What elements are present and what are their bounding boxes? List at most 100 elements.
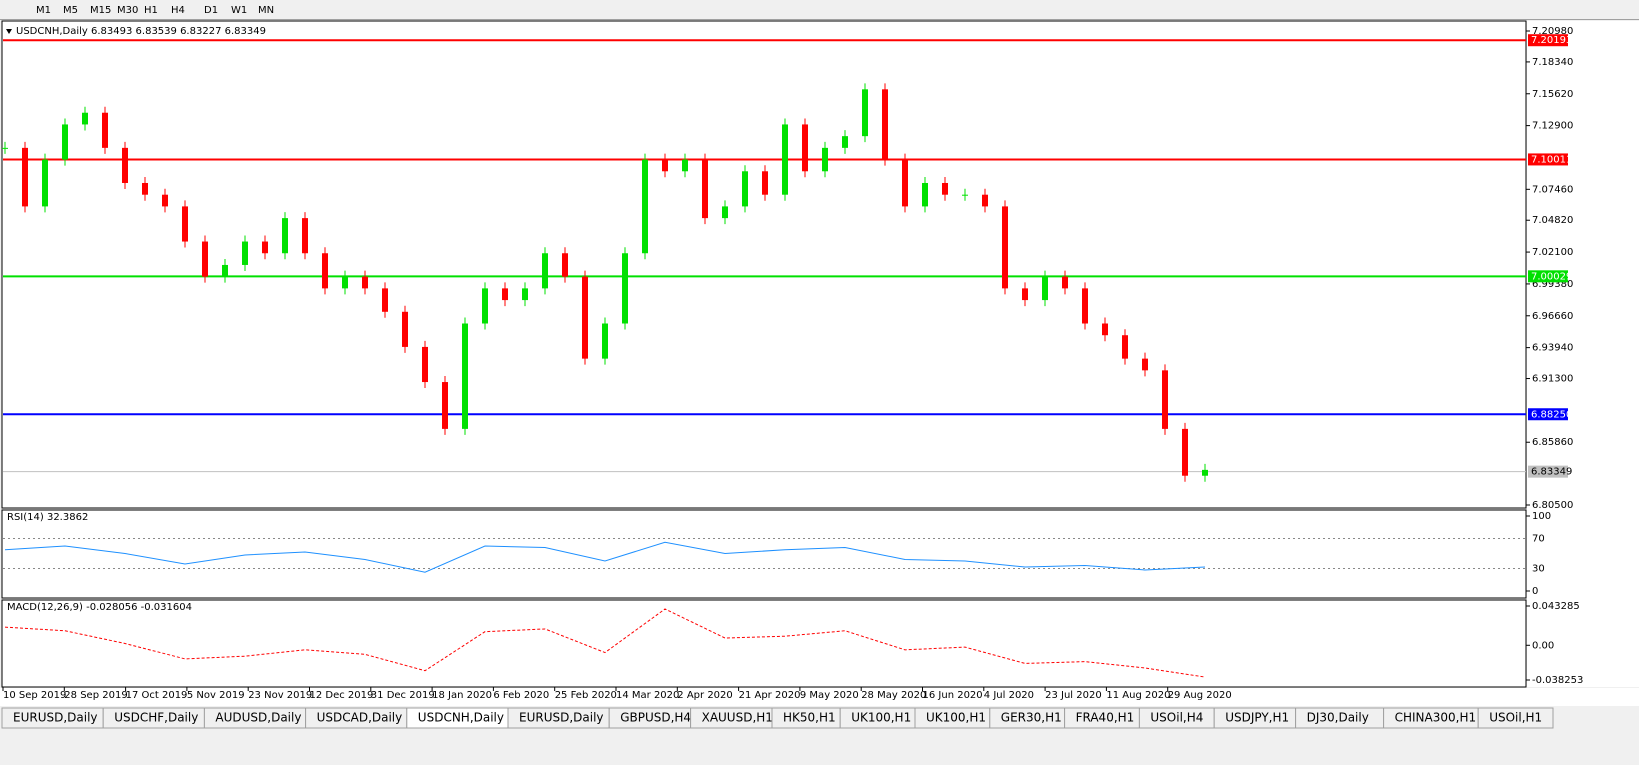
timeframe-label[interactable]: M1 — [36, 5, 51, 16]
candle — [202, 241, 208, 277]
candle — [782, 124, 788, 195]
y-tick-label: 6.91300 — [1532, 374, 1573, 385]
y-tick-label: -0.038253 — [1532, 675, 1583, 686]
candle — [802, 124, 808, 172]
tab-label[interactable]: UK100,H1 — [851, 711, 911, 725]
candle — [982, 194, 988, 207]
timeframe-label[interactable]: M5 — [63, 5, 78, 16]
candle — [1162, 370, 1168, 429]
header-arrow — [6, 29, 12, 34]
candle — [2, 147, 8, 149]
tab-label[interactable]: GBPUSD,H4 — [620, 711, 691, 725]
tab-label[interactable]: EURUSD,Daily — [519, 711, 604, 725]
y-tick-label: 7.12900 — [1532, 121, 1573, 132]
y-tick-label: 0 — [1532, 586, 1538, 597]
x-tick-label: 5 Nov 2019 — [187, 690, 245, 701]
candle — [462, 323, 468, 429]
candle — [122, 147, 128, 183]
timeframe-label[interactable]: M30 — [117, 5, 138, 16]
tab-label[interactable]: XAUUSD,H1 — [702, 711, 773, 725]
y-tick-label: 70 — [1532, 534, 1545, 545]
x-tick-label: 9 May 2020 — [800, 690, 859, 701]
candle — [422, 346, 428, 383]
candle — [302, 218, 308, 254]
tab-label[interactable]: AUDUSD,Daily — [215, 711, 301, 725]
tab[interactable] — [1477, 707, 1554, 729]
chart-header: USDCNH,Daily 6.83493 6.83539 6.83227 6.8… — [16, 26, 266, 37]
x-tick-label: 23 Nov 2019 — [248, 690, 312, 701]
x-tick-label: 4 Jul 2020 — [984, 690, 1034, 701]
tab-label[interactable]: USDCHF,Daily — [114, 711, 198, 725]
x-tick-label: 18 Jan 2020 — [432, 690, 492, 701]
tab-label[interactable]: USDJPY,H1 — [1225, 711, 1289, 725]
macd-signal — [4, 608, 1206, 678]
candle — [222, 264, 228, 277]
timeframe-label[interactable]: H1 — [144, 5, 158, 16]
candle — [402, 311, 408, 347]
level-label: 7.00029 — [1531, 271, 1572, 282]
time-axis — [0, 688, 1639, 706]
x-tick-label: 6 Feb 2020 — [493, 690, 549, 701]
rsi-panel — [1, 509, 1527, 599]
y-tick-label: 7.15620 — [1532, 89, 1573, 100]
x-tick-label: 21 Apr 2020 — [739, 690, 801, 701]
timeframe-label[interactable]: D1 — [204, 5, 218, 16]
timeframe-label[interactable]: W1 — [231, 5, 247, 16]
timeframe-label[interactable]: H4 — [171, 5, 185, 16]
timeframe-label[interactable]: M15 — [90, 5, 111, 16]
tab-label[interactable]: GER30,H1 — [1001, 711, 1062, 725]
candle — [562, 253, 568, 277]
candle — [1062, 276, 1068, 289]
candle — [142, 182, 148, 195]
candle — [642, 159, 648, 254]
timeframe-button[interactable] — [140, 1, 166, 18]
tab-label[interactable]: CHINA300,H1 — [1395, 711, 1477, 725]
candle — [902, 159, 908, 207]
price-axis — [1527, 21, 1639, 687]
candle — [442, 382, 448, 429]
candle — [62, 124, 68, 160]
tab-label[interactable]: DJ30,Daily — [1307, 711, 1369, 725]
tab-label[interactable]: HK50,H1 — [783, 711, 836, 725]
tab-label[interactable]: USOil,H4 — [1150, 711, 1203, 725]
candle — [602, 323, 608, 359]
tab-label[interactable]: USOil,H1 — [1489, 711, 1542, 725]
tab-label[interactable]: EURUSD,Daily — [13, 711, 98, 725]
candle — [1022, 288, 1028, 301]
tab-label[interactable]: USDCAD,Daily — [317, 711, 403, 725]
x-tick-label: 23 Jul 2020 — [1045, 690, 1102, 701]
tab-label[interactable]: UK100,H1 — [926, 711, 986, 725]
timeframe-button[interactable] — [167, 1, 193, 18]
y-tick-label: 6.99380 — [1532, 279, 1573, 290]
candle — [522, 288, 528, 301]
main-panel — [1, 20, 1527, 509]
y-tick-label: 6.96660 — [1532, 311, 1573, 322]
candle — [1102, 323, 1108, 336]
timeframe-button[interactable] — [227, 1, 253, 18]
candle — [1122, 335, 1128, 359]
candle — [942, 182, 948, 195]
timeframe-button[interactable] — [200, 1, 226, 18]
candle — [182, 206, 188, 242]
timeframe-button[interactable] — [254, 1, 280, 18]
tab-label[interactable]: USDCNH,Daily — [418, 711, 504, 725]
timeframe-button[interactable] — [32, 1, 58, 18]
timeframe-label[interactable]: MN — [258, 5, 274, 16]
timeframe-button[interactable] — [59, 1, 85, 18]
candle — [662, 159, 668, 172]
level-label: 7.20193 — [1531, 35, 1572, 46]
candle — [682, 159, 688, 172]
x-tick-label: 29 Aug 2020 — [1168, 690, 1232, 701]
candle — [322, 253, 328, 289]
y-tick-label: 7.02100 — [1532, 247, 1573, 258]
candle — [962, 194, 968, 196]
timeframe-button[interactable] — [113, 1, 139, 18]
level-tag — [1528, 153, 1568, 166]
timeframe-button[interactable] — [86, 1, 112, 18]
y-tick-label: 7.18340 — [1532, 57, 1573, 68]
candle — [1002, 206, 1008, 289]
x-tick-label: 31 Dec 2019 — [371, 690, 435, 701]
candle — [242, 241, 248, 265]
candle — [702, 159, 708, 219]
tab-label[interactable]: FRA40,H1 — [1076, 711, 1135, 725]
